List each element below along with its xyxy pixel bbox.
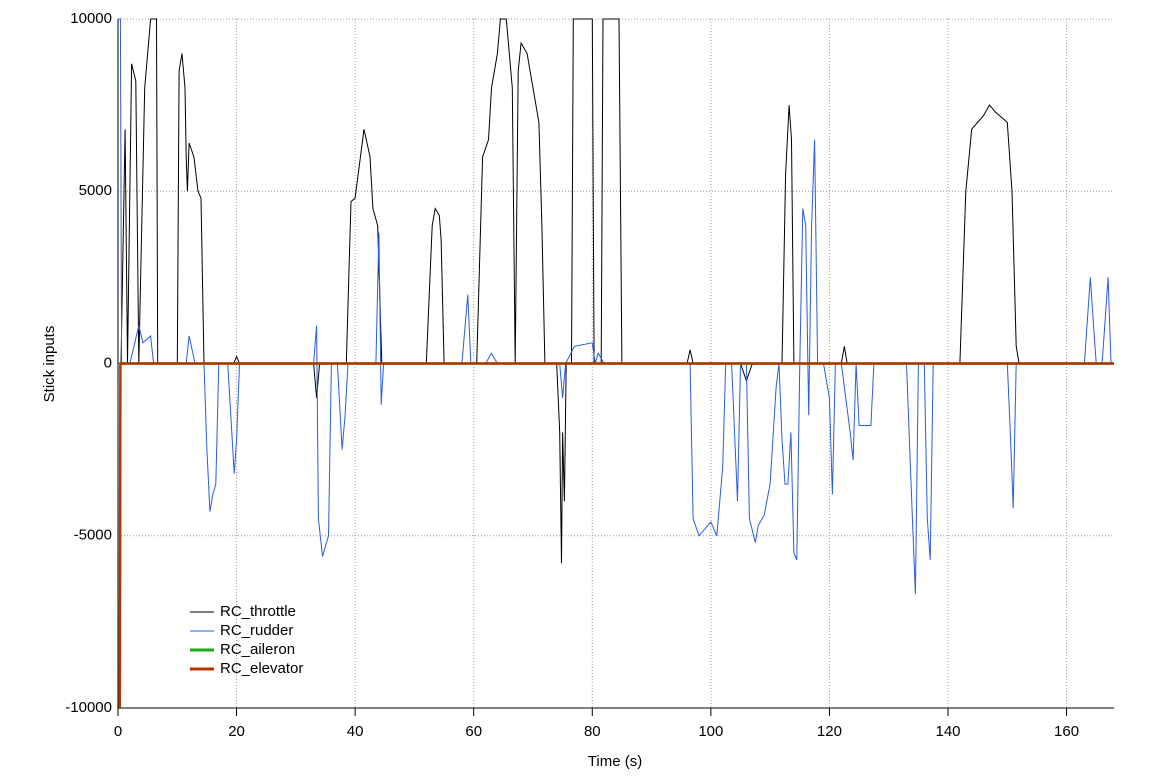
x-tick-label: 20 <box>228 723 245 740</box>
x-tick-label: 60 <box>465 723 482 740</box>
legend-label: RC_throttle <box>220 603 296 620</box>
x-tick-label: 80 <box>584 723 601 740</box>
y-tick-label: 5000 <box>79 182 112 199</box>
x-tick-label: 0 <box>114 723 122 740</box>
x-tick-label: 140 <box>935 723 960 740</box>
x-axis-label: Time (s) <box>588 753 642 770</box>
x-tick-label: 100 <box>698 723 723 740</box>
x-tick-label: 120 <box>817 723 842 740</box>
y-tick-label: 0 <box>104 354 112 371</box>
y-tick-label: -5000 <box>74 527 112 544</box>
legend-label: RC_rudder <box>220 622 293 639</box>
legend-label: RC_aileron <box>220 641 295 658</box>
x-tick-label: 40 <box>347 723 364 740</box>
series-line <box>120 18 1114 564</box>
y-axis-label: Stick inputs <box>41 326 58 403</box>
y-tick-label: 10000 <box>70 10 112 27</box>
legend-label: RC_elevator <box>220 660 303 677</box>
series-line <box>118 362 1114 709</box>
y-tick-label: -10000 <box>65 699 112 716</box>
x-tick-label: 160 <box>1054 723 1079 740</box>
